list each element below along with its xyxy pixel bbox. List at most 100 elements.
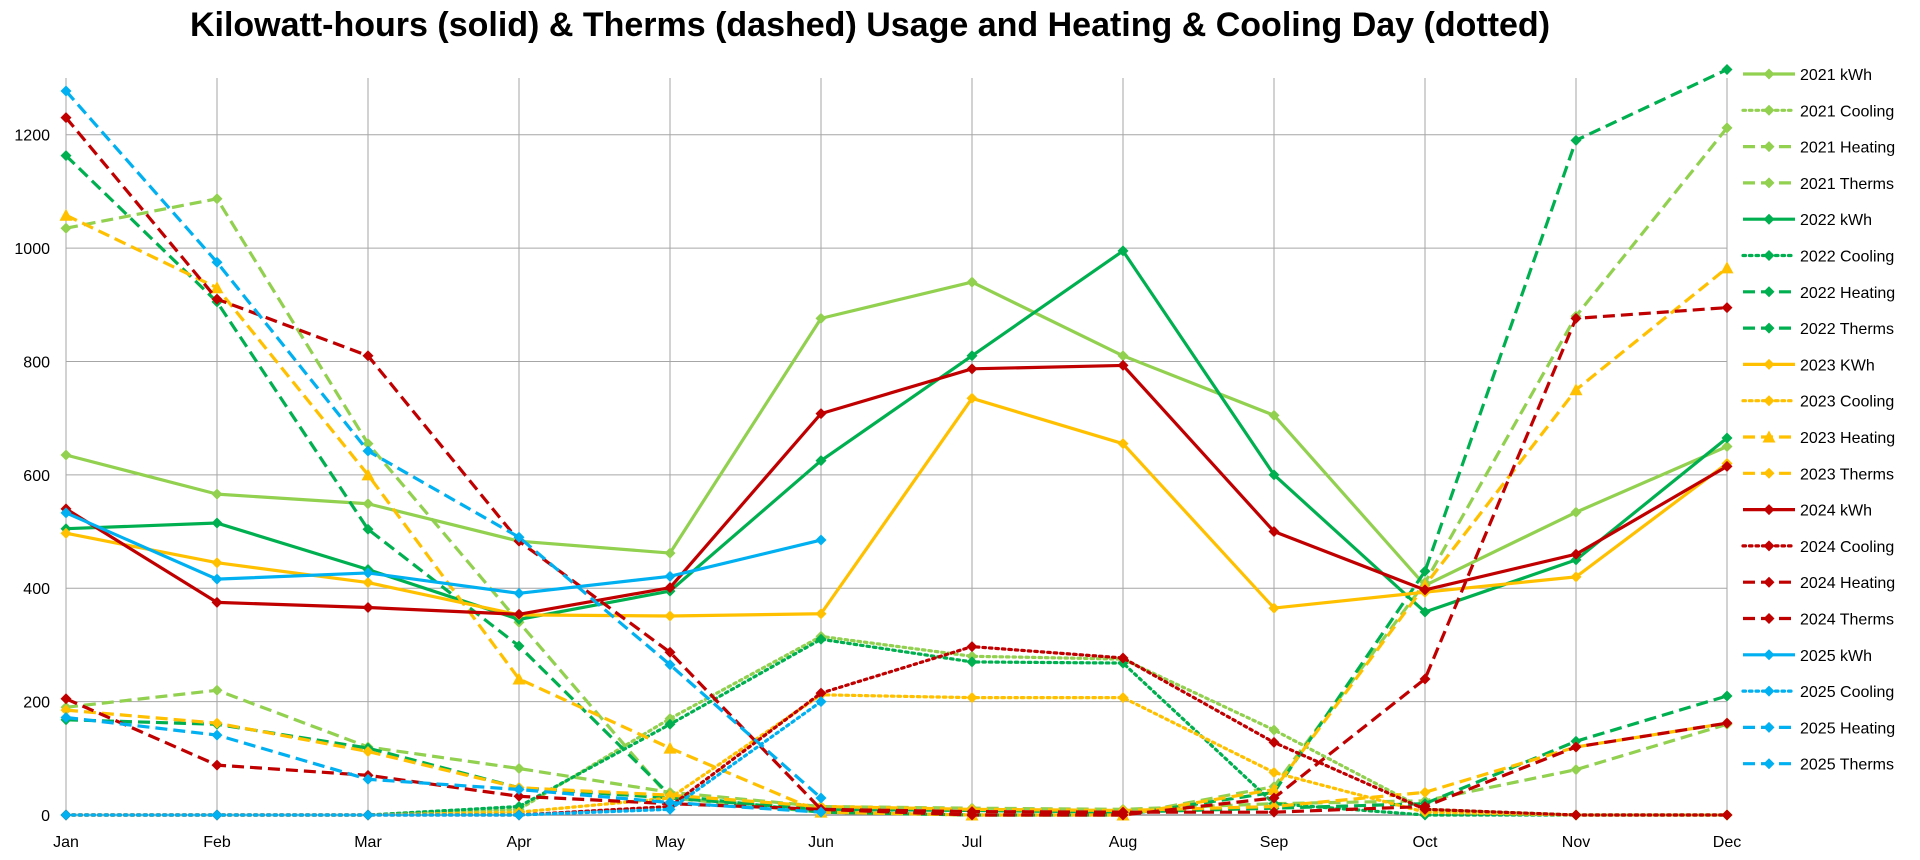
legend-label: 2025 kWh bbox=[1800, 648, 1872, 665]
data-point bbox=[1419, 584, 1431, 596]
gridlines bbox=[65, 78, 1728, 815]
legend-label: 2024 kWh bbox=[1800, 503, 1872, 520]
data-point bbox=[210, 281, 224, 294]
series-line bbox=[65, 688, 1728, 811]
legend-label: 2022 Therms bbox=[1800, 321, 1894, 338]
data-point bbox=[664, 610, 676, 622]
data-point bbox=[1721, 302, 1733, 314]
legend-marker bbox=[1763, 358, 1775, 370]
data-point bbox=[211, 557, 223, 569]
data-point bbox=[513, 531, 525, 543]
series-line bbox=[65, 213, 1729, 817]
x-tick-label: Apr bbox=[507, 834, 533, 851]
legend-label: 2022 Heating bbox=[1800, 285, 1895, 302]
legend-marker bbox=[1763, 685, 1775, 697]
data-point bbox=[664, 547, 676, 559]
legend-marker bbox=[1763, 104, 1775, 116]
data-point bbox=[966, 692, 978, 704]
data-point bbox=[362, 577, 374, 589]
legend-marker bbox=[1763, 576, 1775, 588]
data-point bbox=[966, 806, 978, 818]
data-point bbox=[362, 438, 374, 450]
data-point bbox=[512, 672, 526, 685]
data-point bbox=[211, 256, 223, 268]
series-line bbox=[65, 694, 1728, 814]
series-2021-kwh bbox=[60, 276, 1733, 591]
data-point bbox=[362, 773, 374, 785]
series-2022-heating bbox=[60, 63, 1733, 821]
data-point bbox=[966, 276, 978, 288]
data-point bbox=[815, 696, 827, 708]
data-point bbox=[362, 602, 374, 614]
data-point bbox=[211, 809, 223, 821]
data-point bbox=[815, 633, 827, 645]
data-point bbox=[513, 640, 525, 652]
series-2021-heating bbox=[60, 122, 1733, 821]
y-tick-label: 400 bbox=[23, 581, 50, 598]
data-point bbox=[513, 783, 525, 795]
data-point bbox=[1268, 469, 1280, 481]
legend-item: 2022 Therms bbox=[1743, 321, 1894, 338]
series-2024-kwh bbox=[60, 359, 1733, 620]
series-line bbox=[64, 89, 823, 800]
series-2025-therms bbox=[60, 711, 827, 818]
series-line bbox=[64, 700, 823, 817]
data-point bbox=[664, 582, 676, 594]
data-point bbox=[362, 746, 374, 758]
legend-marker bbox=[1763, 613, 1775, 624]
data-point bbox=[664, 659, 676, 671]
x-tick-label: Mar bbox=[354, 834, 382, 851]
data-point bbox=[60, 85, 72, 97]
series-2025-heating bbox=[60, 85, 827, 804]
legend-marker bbox=[1763, 68, 1775, 80]
data-point bbox=[1570, 134, 1582, 146]
data-point bbox=[211, 596, 223, 608]
x-tick-label: Oct bbox=[1413, 834, 1438, 851]
data-point bbox=[1419, 800, 1431, 812]
data-point bbox=[211, 717, 223, 729]
data-point bbox=[815, 408, 827, 420]
y-tick-label: 600 bbox=[23, 468, 50, 485]
data-point bbox=[60, 711, 72, 723]
data-point bbox=[966, 363, 978, 375]
data-point bbox=[1268, 766, 1280, 778]
data-point bbox=[1721, 717, 1733, 729]
data-point bbox=[1419, 565, 1431, 577]
legend-item: 2021 Cooling bbox=[1741, 103, 1894, 120]
series-2023-kwh bbox=[60, 392, 1733, 622]
data-point bbox=[1570, 312, 1582, 324]
data-point bbox=[1720, 261, 1734, 274]
legend-marker bbox=[1763, 250, 1775, 261]
data-point bbox=[815, 608, 827, 620]
data-point bbox=[1570, 506, 1582, 518]
legend-item: 2025 Heating bbox=[1743, 720, 1895, 737]
legend-label: 2023 Cooling bbox=[1800, 394, 1894, 411]
data-point bbox=[362, 445, 374, 457]
data-point bbox=[211, 517, 223, 529]
x-tick-label: Aug bbox=[1109, 834, 1137, 851]
x-tick-label: Jun bbox=[808, 834, 834, 851]
data-point bbox=[513, 809, 525, 821]
data-point bbox=[1267, 782, 1281, 795]
legend-marker bbox=[1763, 540, 1775, 552]
legend-marker bbox=[1763, 177, 1775, 189]
data-point bbox=[60, 809, 72, 821]
legend-label: 2023 Therms bbox=[1800, 466, 1894, 483]
data-point bbox=[1569, 383, 1583, 396]
series-line bbox=[65, 249, 1729, 622]
data-point bbox=[1721, 809, 1733, 821]
data-point bbox=[815, 806, 827, 818]
legend-marker bbox=[1763, 467, 1775, 479]
data-point bbox=[1570, 735, 1582, 747]
data-point bbox=[1268, 526, 1280, 538]
series-2022-kwh bbox=[60, 245, 1733, 625]
data-point bbox=[362, 567, 374, 579]
data-point bbox=[966, 350, 978, 362]
legend-label: 2025 Heating bbox=[1800, 720, 1895, 737]
legend-marker bbox=[1762, 430, 1776, 443]
legend-marker bbox=[1763, 721, 1775, 733]
data-point bbox=[663, 741, 677, 754]
series-line bbox=[64, 116, 1728, 817]
legend-label: 2021 Therms bbox=[1800, 176, 1894, 193]
